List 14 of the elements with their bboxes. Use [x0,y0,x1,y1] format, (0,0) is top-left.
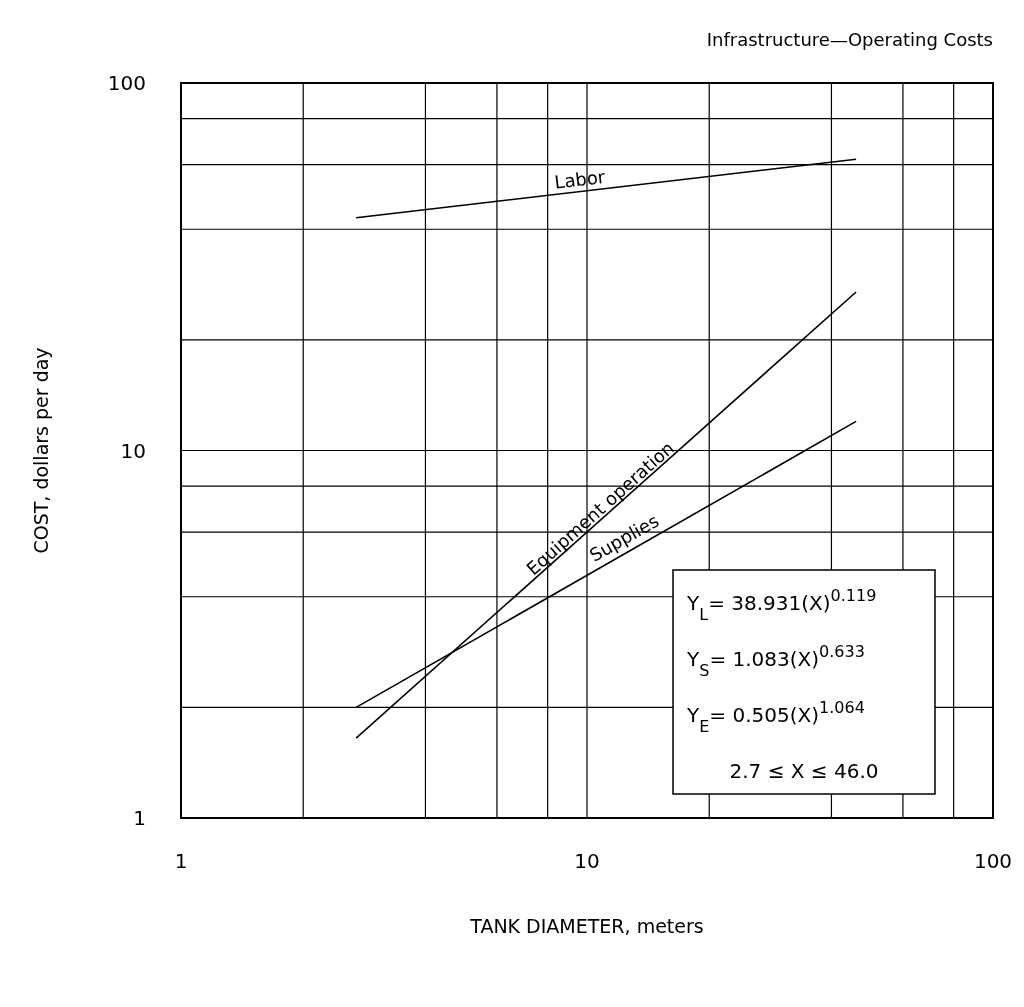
y-tick-label: 1 [133,806,146,830]
x-tick-label: 1 [174,849,188,873]
annotation: 2.7 ≤ X ≤ 46.0 [729,759,879,783]
annotation: Y$_{L}$= 38.931(X)$^{0.119}$ [686,585,877,624]
annotation: Y$_{S}$= 1.083(X)$^{0.633}$ [686,641,865,680]
chart-title: Infrastructure—Operating Costs [706,29,993,50]
x-tick-label: 100 [973,849,1013,873]
x-tick-label: 10 [574,849,600,873]
y-tick-label: 100 [107,71,146,95]
annotation: Y$_{E}$= 0.505(X)$^{1.064}$ [686,697,865,736]
y-axis-title: COST, dollars per day [30,347,52,554]
y-tick-label: 10 [120,438,146,463]
text: Labor [553,165,607,193]
x-axis-title: TANK DIAMETER, meters [469,915,704,937]
